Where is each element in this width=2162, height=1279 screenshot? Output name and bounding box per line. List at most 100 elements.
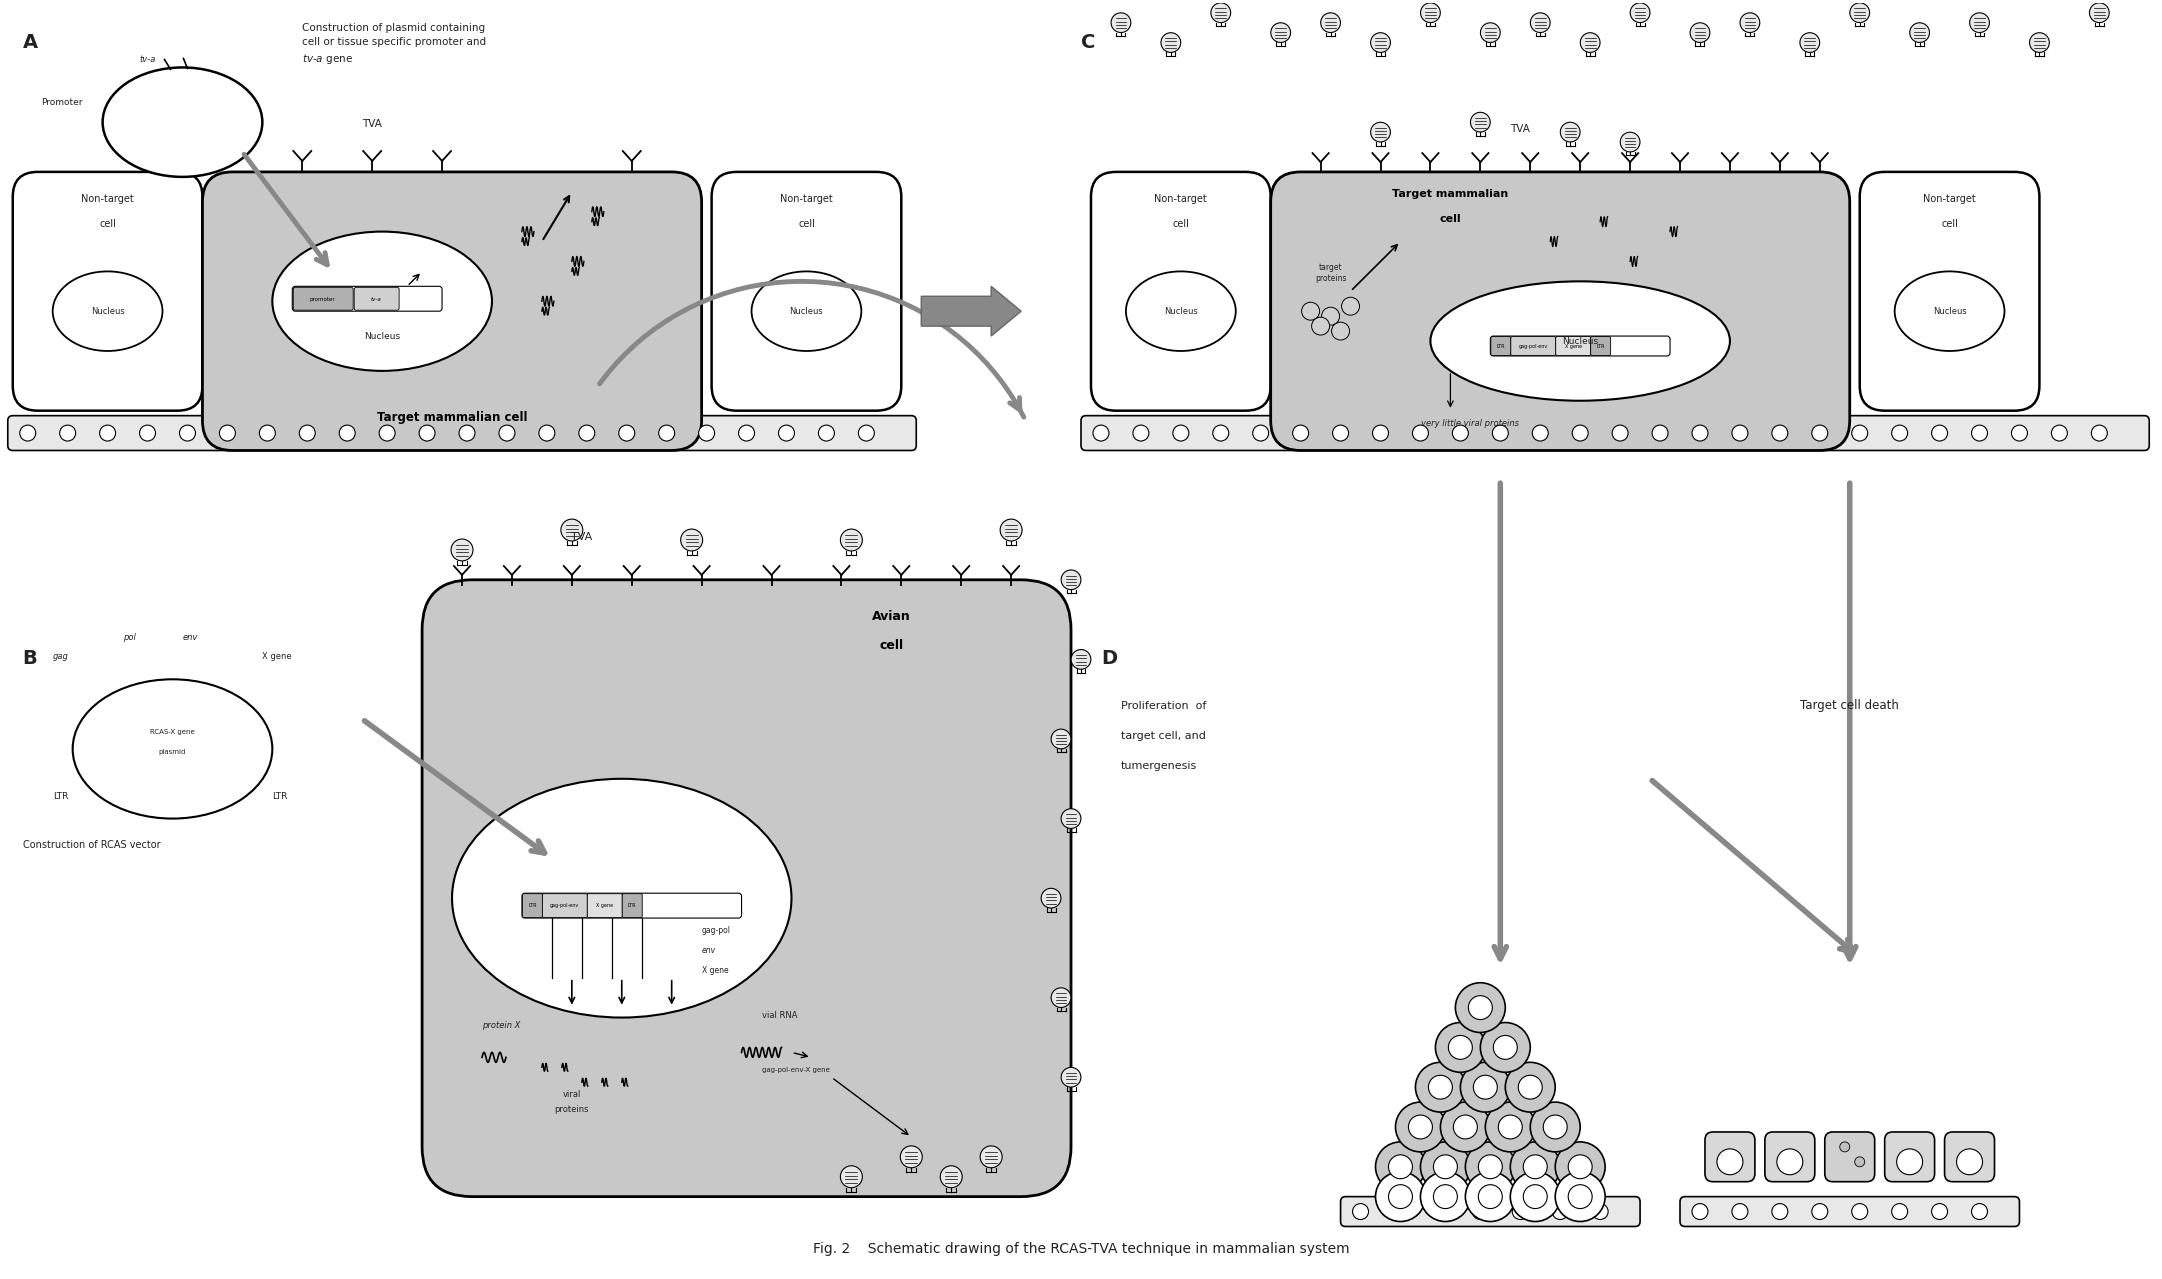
FancyBboxPatch shape [523,894,543,917]
Text: Construction of RCAS vector: Construction of RCAS vector [24,840,160,851]
Circle shape [1468,995,1492,1019]
Text: Non-target: Non-target [1924,193,1976,203]
Text: X gene: X gene [703,966,729,975]
Text: LTR: LTR [528,903,536,908]
Circle shape [1481,1022,1531,1072]
Circle shape [1420,3,1440,23]
FancyBboxPatch shape [1557,336,1591,356]
Circle shape [819,425,835,441]
Text: target
proteins: target proteins [1314,263,1347,284]
Circle shape [1931,425,1948,441]
Ellipse shape [1894,271,2004,350]
Circle shape [2091,425,2108,441]
Circle shape [841,1165,863,1188]
Circle shape [1511,1142,1561,1192]
Circle shape [1472,1204,1487,1219]
Circle shape [218,425,236,441]
Circle shape [1740,13,1760,32]
FancyBboxPatch shape [1340,1197,1641,1227]
Circle shape [1332,425,1349,441]
Text: D: D [1100,650,1118,669]
Text: very little viral proteins: very little viral proteins [1420,418,1520,427]
Circle shape [1371,33,1390,52]
Circle shape [1580,33,1600,52]
Circle shape [1801,33,1820,52]
Circle shape [1094,425,1109,441]
Text: TVA: TVA [571,532,592,542]
Circle shape [1693,1204,1708,1219]
Text: LTR: LTR [1596,344,1604,348]
Text: X gene: X gene [1565,344,1583,348]
Circle shape [1630,3,1650,23]
FancyBboxPatch shape [1859,171,2039,411]
Circle shape [1957,1149,1983,1174]
Circle shape [1773,425,1788,441]
Text: Nucleus: Nucleus [363,331,400,340]
Circle shape [1449,1036,1472,1059]
Text: cell: cell [880,640,904,652]
FancyBboxPatch shape [203,171,703,450]
Text: gag-pol-env: gag-pol-env [549,903,579,908]
Circle shape [579,425,595,441]
Circle shape [1312,317,1330,335]
Circle shape [1271,23,1291,42]
Text: TVA: TVA [1511,124,1531,134]
Circle shape [1717,1149,1743,1174]
Circle shape [1407,1115,1433,1138]
Circle shape [659,425,675,441]
Circle shape [1412,425,1429,441]
Circle shape [618,425,636,441]
Circle shape [1970,13,1989,32]
Circle shape [1062,570,1081,590]
Text: LTR: LTR [52,792,67,801]
Circle shape [419,425,435,441]
Text: gag-pol: gag-pol [703,926,731,935]
Circle shape [1851,3,1870,23]
Circle shape [1494,1036,1518,1059]
FancyBboxPatch shape [294,288,352,311]
Circle shape [1479,1184,1503,1209]
Circle shape [1466,1172,1516,1221]
Ellipse shape [1431,281,1730,400]
Circle shape [1732,425,1747,441]
Circle shape [1896,1149,1922,1174]
Ellipse shape [74,679,272,819]
FancyBboxPatch shape [543,894,588,917]
Circle shape [979,1146,1003,1168]
Circle shape [1371,123,1390,142]
Circle shape [1388,1184,1412,1209]
Circle shape [1855,1156,1864,1166]
Text: Nucleus: Nucleus [1163,307,1198,316]
Circle shape [499,425,515,441]
FancyBboxPatch shape [1271,171,1851,450]
FancyBboxPatch shape [1706,1132,1756,1182]
Circle shape [1812,1204,1827,1219]
Circle shape [1062,808,1081,829]
Circle shape [1161,33,1180,52]
Circle shape [458,425,476,441]
Circle shape [1732,1204,1747,1219]
Circle shape [1591,1204,1609,1219]
FancyBboxPatch shape [1490,336,1669,356]
Text: proteins: proteins [556,1105,588,1114]
Text: Non-target: Non-target [82,193,134,203]
FancyBboxPatch shape [588,894,623,917]
Circle shape [560,519,584,541]
Circle shape [1909,23,1929,42]
Circle shape [1453,425,1468,441]
Text: LTR: LTR [627,903,636,908]
Text: protein X: protein X [482,1021,521,1030]
Circle shape [1554,1172,1604,1221]
FancyBboxPatch shape [711,171,902,411]
Text: A: A [24,33,39,51]
Text: target cell, and: target cell, and [1120,732,1206,741]
Circle shape [1892,425,1907,441]
Circle shape [1472,1076,1498,1099]
Circle shape [1561,123,1580,142]
Text: Nucleus: Nucleus [91,307,125,316]
Circle shape [1892,1204,1907,1219]
Ellipse shape [102,68,262,177]
Circle shape [378,425,396,441]
Circle shape [1375,1142,1425,1192]
Circle shape [1693,425,1708,441]
